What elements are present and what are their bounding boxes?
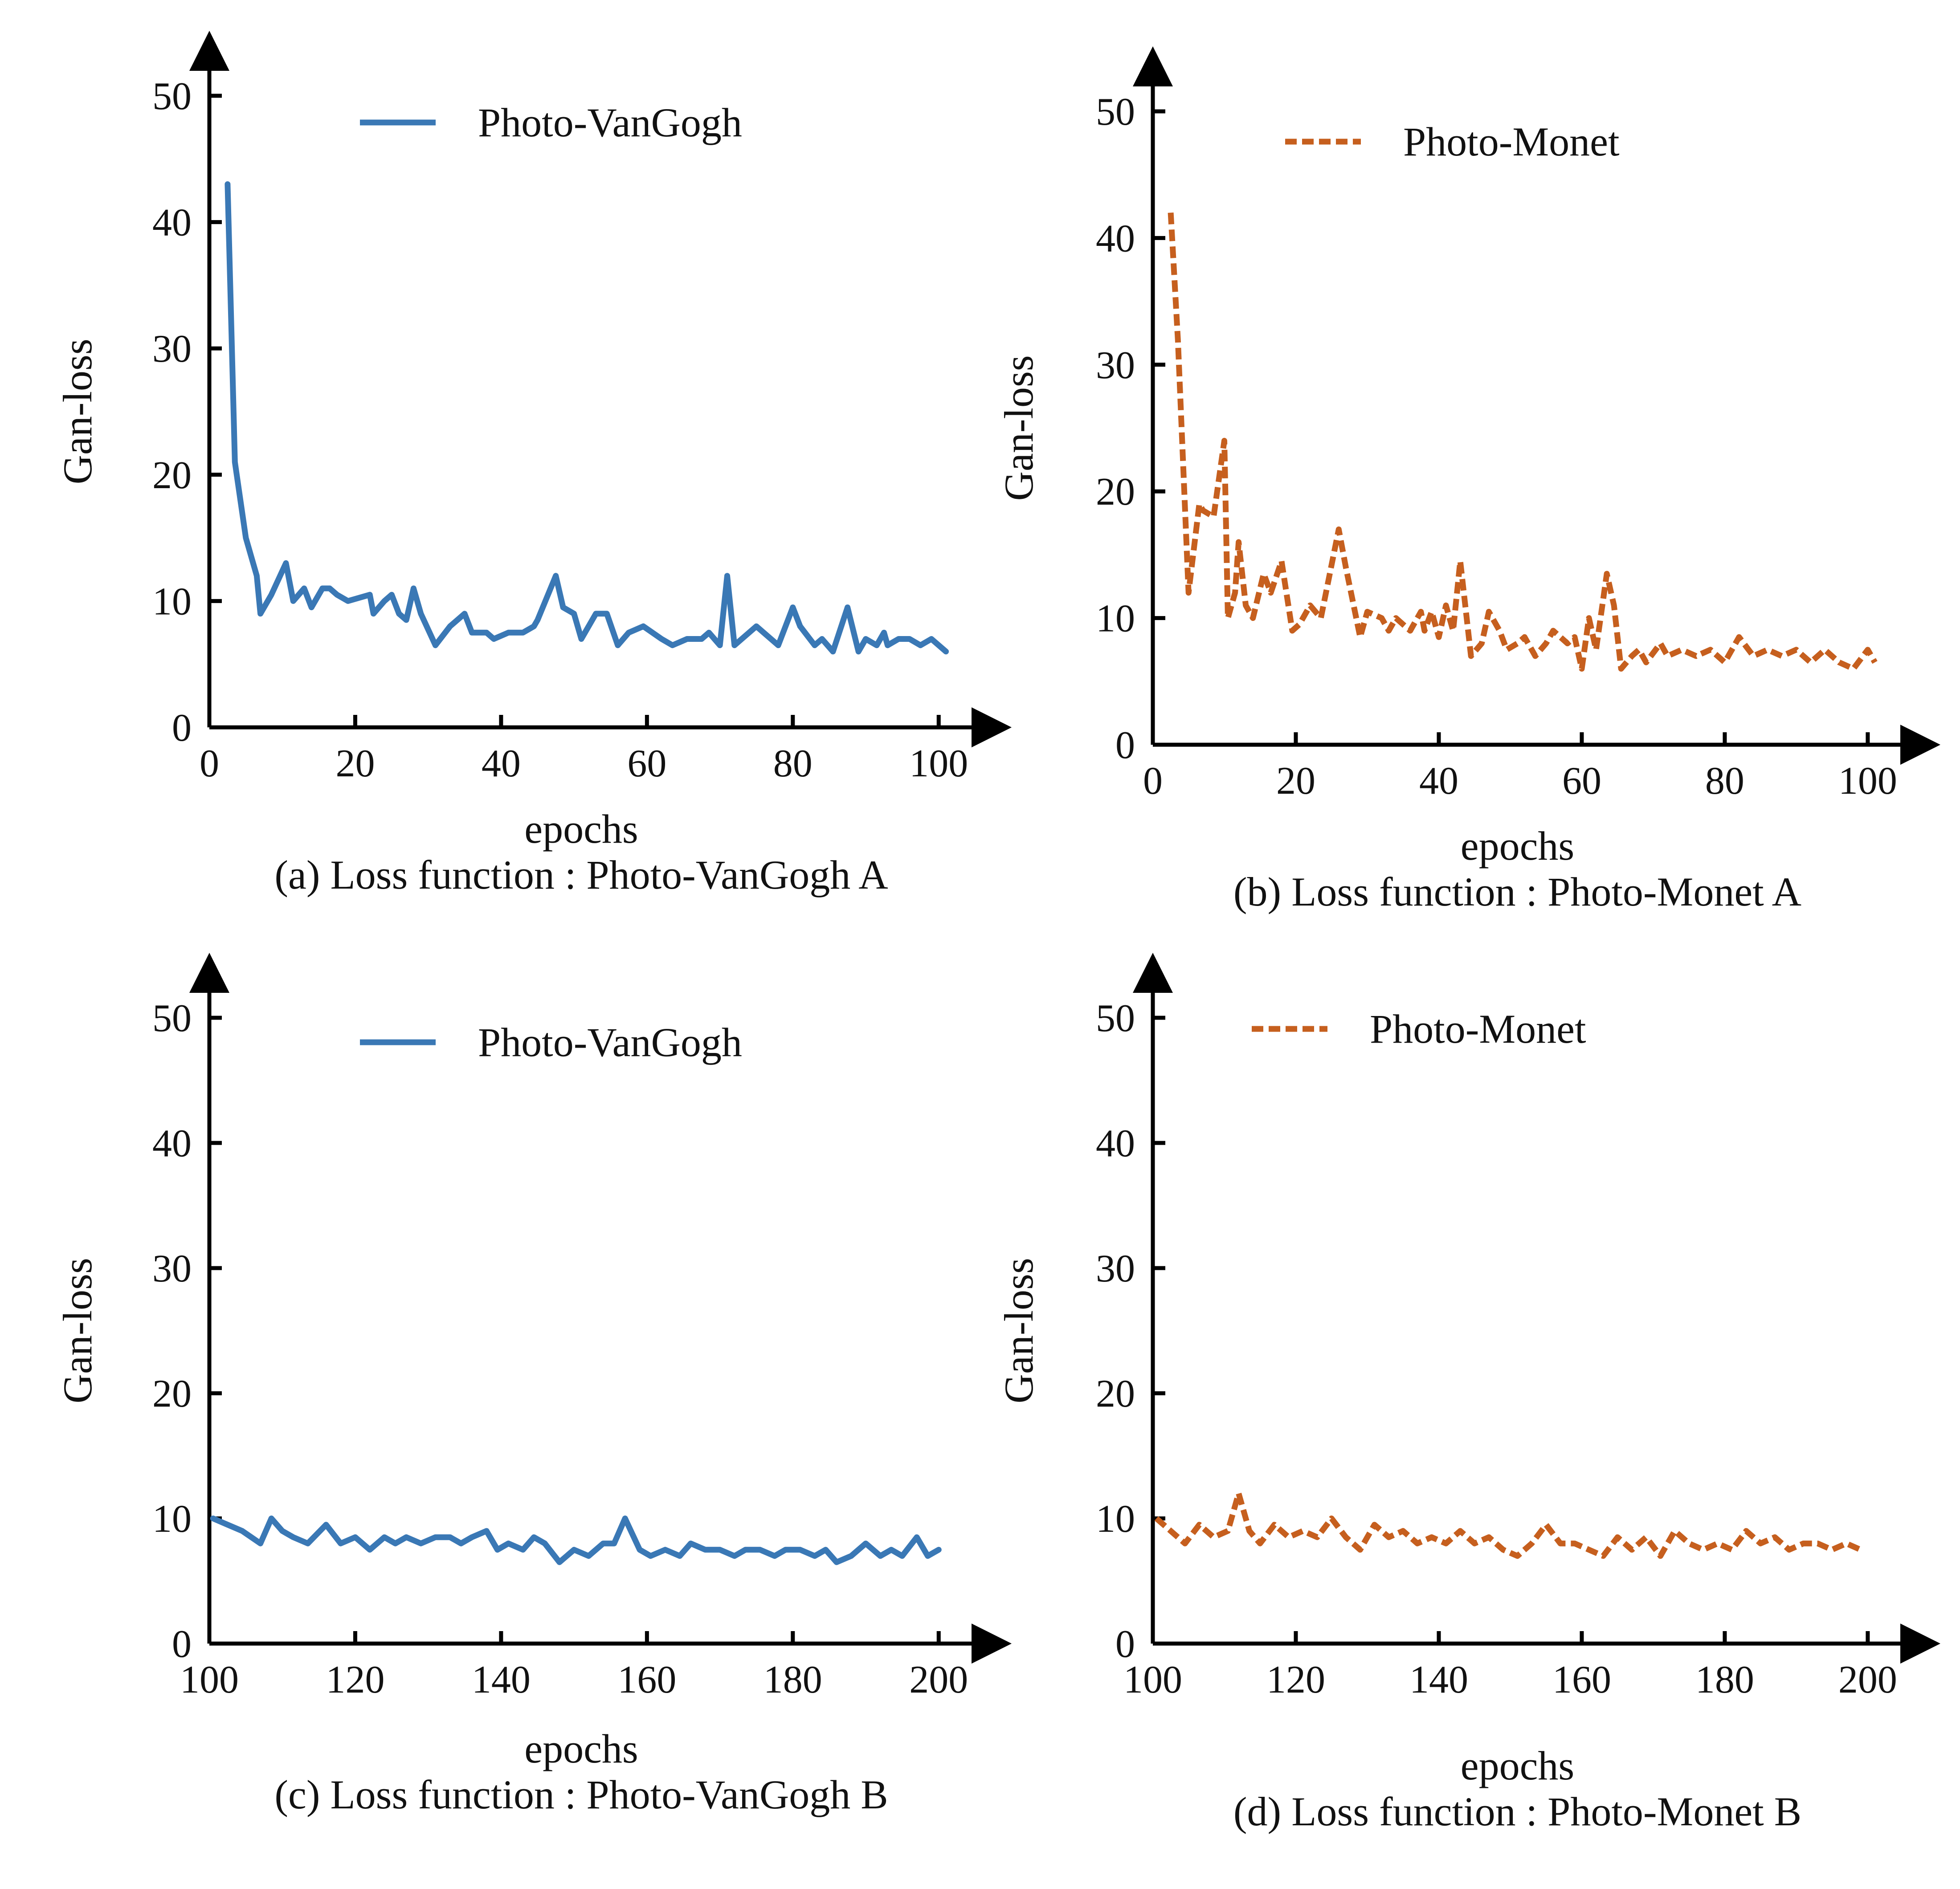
- series-line: [210, 1515, 942, 1565]
- x-tick-label: 80: [1705, 759, 1744, 803]
- y-tick-label: 50: [152, 997, 192, 1040]
- x-tick-label: 200: [909, 1658, 968, 1701]
- x-tick-label: 40: [482, 742, 521, 785]
- x-tick-label: 120: [326, 1658, 384, 1701]
- y-tick-label: 40: [152, 1122, 192, 1165]
- x-axis-title: epochs: [1461, 1743, 1574, 1788]
- panel-caption: (a) Loss function : Photo-VanGogh A: [274, 852, 888, 898]
- y-tick-label: 30: [152, 1247, 192, 1290]
- y-tick-label: 30: [152, 327, 192, 371]
- x-axis-title: epochs: [524, 806, 638, 852]
- y-tick-label: 10: [152, 580, 192, 623]
- legend-label: Photo-VanGogh: [478, 1020, 742, 1065]
- series-line: [1154, 1490, 1862, 1559]
- x-tick-label: 100: [1123, 1658, 1182, 1701]
- x-tick-label: 180: [1695, 1658, 1754, 1701]
- y-tick-label: 40: [152, 201, 192, 245]
- panel-caption: (c) Loss function : Photo-VanGogh B: [274, 1772, 888, 1817]
- x-tick-label: 140: [1409, 1658, 1468, 1701]
- x-tick-label: 20: [1276, 759, 1315, 803]
- x-tick-label: 100: [1838, 759, 1897, 803]
- y-tick-label: 20: [152, 1372, 192, 1416]
- legend: Photo-Monet: [1252, 1006, 1586, 1052]
- x-tick-label: 160: [1552, 1658, 1611, 1701]
- legend: Photo-Monet: [1285, 119, 1620, 164]
- series-line: [225, 181, 949, 655]
- x-tick-label: 80: [773, 742, 813, 785]
- legend-label: Photo-Monet: [1403, 119, 1620, 164]
- y-tick-label: 20: [1096, 1372, 1135, 1416]
- x-axis-title: epochs: [1461, 823, 1574, 869]
- legend: Photo-VanGogh: [360, 1020, 742, 1065]
- x-tick-label: 0: [200, 742, 219, 785]
- x-tick-label: 180: [764, 1658, 822, 1701]
- y-tick-label: 0: [1115, 1623, 1135, 1666]
- y-tick-label: 10: [152, 1497, 192, 1541]
- y-tick-label: 20: [152, 454, 192, 497]
- y-tick-label: 50: [152, 75, 192, 118]
- x-tick-label: 100: [909, 742, 968, 785]
- y-tick-label: 30: [1096, 1247, 1135, 1290]
- x-tick-label: 100: [180, 1658, 239, 1701]
- x-tick-label: 60: [1562, 759, 1601, 803]
- panel-photo-vangogh-a: 0 10 20 30 40 50 0 20 40 60 80 100 Gan-loss epochs(a)…: [55, 31, 1012, 898]
- series-line: [1168, 212, 1878, 672]
- y-axis-title: Gan-loss: [55, 1258, 100, 1403]
- x-tick-label: 200: [1838, 1658, 1897, 1701]
- legend-label: Photo-VanGogh: [478, 100, 742, 145]
- y-axis-title: Gan-loss: [55, 339, 100, 484]
- y-tick-label: 40: [1096, 1122, 1135, 1165]
- x-tick-label: 0: [1143, 759, 1163, 803]
- y-axis-title: Gan-loss: [996, 355, 1041, 501]
- x-tick-label: 160: [617, 1658, 676, 1701]
- legend-label: Photo-Monet: [1370, 1006, 1586, 1052]
- y-tick-label: 30: [1096, 344, 1135, 387]
- legend: Photo-VanGogh: [360, 100, 742, 145]
- x-tick-label: 140: [472, 1658, 531, 1701]
- x-tick-label: 20: [335, 742, 375, 785]
- x-tick-label: 60: [627, 742, 666, 785]
- y-tick-label: 10: [1096, 597, 1135, 641]
- y-tick-label: 40: [1096, 217, 1135, 260]
- y-tick-label: 0: [1115, 724, 1135, 767]
- panel-photo-monet-a: 0 10 20 30 40 50 0 20 40 60 80 100 Gan-loss epochs(b)…: [996, 46, 1940, 914]
- y-axis-title: Gan-loss: [996, 1258, 1041, 1403]
- panel-caption: (d) Loss function : Photo-Monet B: [1233, 1789, 1801, 1834]
- y-tick-label: 20: [1096, 470, 1135, 514]
- y-tick-label: 0: [172, 1623, 192, 1666]
- x-tick-label: 120: [1266, 1658, 1325, 1701]
- x-axis-title: epochs: [524, 1726, 638, 1771]
- panel-photo-vangogh-b: 0 10 20 30 40 50 100 120 140 160 180 200 Gan-loss epo…: [55, 953, 1012, 1817]
- y-tick-label: 50: [1096, 997, 1135, 1040]
- panel-photo-monet-b: 0 10 20 30 40 50 100 120 140 160 180 200 Gan-loss epo…: [996, 953, 1940, 1834]
- y-tick-label: 50: [1096, 90, 1135, 134]
- y-tick-label: 10: [1096, 1497, 1135, 1541]
- x-tick-label: 40: [1419, 759, 1458, 803]
- panel-caption: (b) Loss function : Photo-Monet A: [1233, 869, 1801, 914]
- y-tick-label: 0: [172, 706, 192, 750]
